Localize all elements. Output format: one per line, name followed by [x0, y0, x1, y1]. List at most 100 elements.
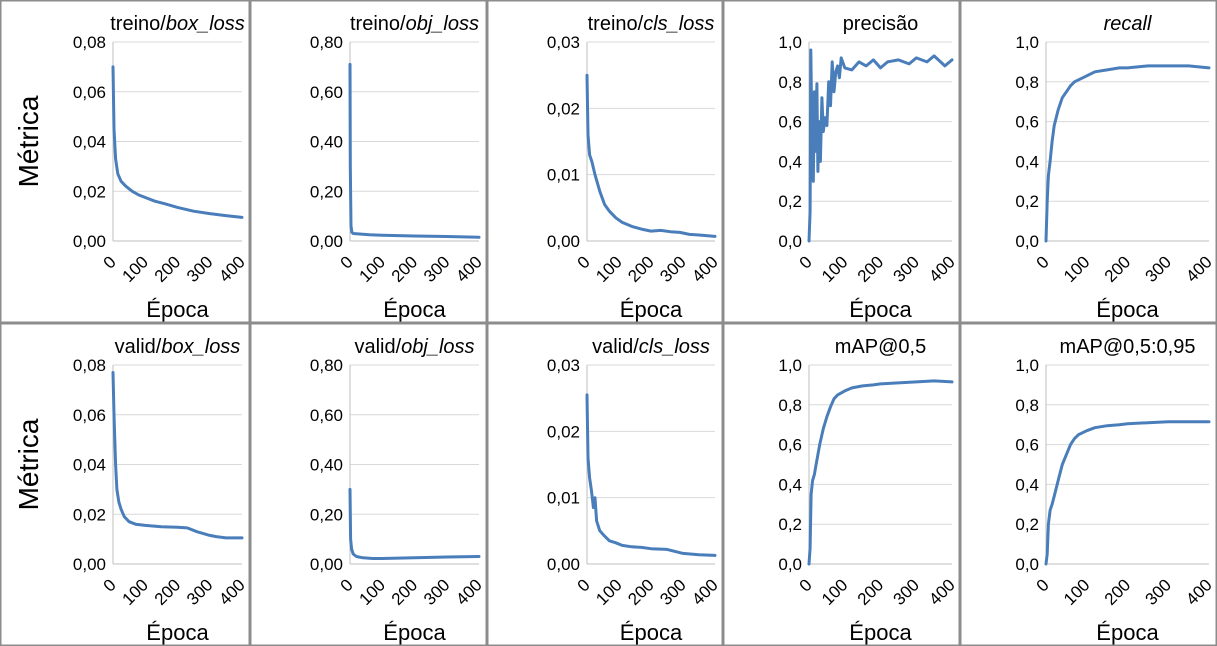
panel-border [0, 0, 250, 323]
x-axis-label: Época [146, 620, 209, 645]
chart-title: precisão [843, 13, 919, 35]
chart-title: treino/cls_loss [588, 13, 715, 35]
x-tick-label: 400 [688, 575, 721, 608]
x-tick-label: 400 [215, 575, 248, 608]
x-tick-label: 300 [1142, 575, 1175, 608]
chart-title: valid/box_loss [115, 336, 241, 358]
y-tick-label: 1,0 [778, 356, 802, 375]
panel-border [250, 323, 487, 646]
y-tick-label: 0,2 [778, 192, 802, 211]
x-tick-label: 100 [1060, 252, 1093, 285]
x-axis-label: Época [620, 620, 683, 645]
y-tick-label: 0,6 [1015, 436, 1039, 455]
x-tick-label: 200 [854, 575, 887, 608]
chart-title: treino/obj_loss [350, 13, 479, 35]
y-tick-label: 0,08 [73, 356, 106, 375]
chart-title: valid/cls_loss [592, 336, 710, 358]
y-tick-label: 0,00 [310, 232, 343, 251]
x-tick-label: 400 [925, 252, 958, 285]
x-axis-label: Época [1096, 620, 1159, 645]
y-tick-label: 0,02 [73, 182, 106, 201]
x-tick-label: 200 [624, 252, 657, 285]
y-tick-label: 1,0 [1015, 33, 1039, 52]
y-tick-label: 0,60 [310, 406, 343, 425]
y-tick-label: 0,04 [73, 133, 106, 152]
y-tick-label: 0,01 [547, 166, 580, 185]
x-tick-label: 100 [119, 575, 152, 608]
chart-panel-4: 0,0 0,2 0,4 0,6 0,8 1,0 0 100 200 300 400 Época reca… [1015, 13, 1215, 322]
y-tick-label: 0,2 [1015, 515, 1039, 534]
x-tick-label: 300 [656, 575, 689, 608]
x-axis-label: Época [1096, 297, 1159, 322]
y-tick-label: 0,8 [778, 396, 802, 415]
chart-title: mAP@0,5 [835, 336, 926, 358]
x-tick-label: 0 [796, 575, 816, 595]
series-line [111, 371, 244, 540]
y-tick-label: 0,20 [310, 182, 343, 201]
y-tick-label: 0,04 [73, 456, 106, 475]
chart-panel-8: 0,0 0,2 0,4 0,6 0,8 1,0 0 100 200 300 400 Época mAP@… [778, 336, 958, 645]
x-tick-label: 0 [100, 575, 120, 595]
y-tick-label: 0,00 [547, 232, 580, 251]
chart-panel-3: 0,0 0,2 0,4 0,6 0,8 1,0 0 100 200 300 400 Época prec… [778, 13, 958, 322]
series-line [585, 393, 717, 557]
y-tick-label: 1,0 [778, 33, 802, 52]
y-tick-label: 0,02 [547, 422, 580, 441]
y-tick-label: 0,8 [1015, 396, 1039, 415]
series-line [585, 73, 717, 238]
x-tick-label: 0 [574, 252, 594, 272]
y-tick-label: 0,4 [778, 152, 802, 171]
y-tick-label: 0,00 [310, 555, 343, 574]
panel-border [723, 323, 960, 646]
x-tick-label: 200 [854, 252, 887, 285]
x-tick-label: 100 [818, 252, 851, 285]
panel-border [960, 0, 1217, 323]
panel-border [960, 323, 1217, 646]
panel-border [487, 323, 723, 646]
x-tick-label: 300 [890, 575, 923, 608]
series-line [111, 65, 244, 219]
x-tick-label: 400 [452, 252, 485, 285]
y-tick-label: 0,8 [778, 73, 802, 92]
x-tick-label: 400 [1182, 575, 1215, 608]
panel-border [487, 0, 723, 323]
x-tick-label: 100 [592, 252, 625, 285]
series-line [348, 487, 481, 560]
series-line [807, 379, 954, 566]
x-axis-label: Época [620, 297, 683, 322]
x-tick-label: 400 [215, 252, 248, 285]
y-tick-label: 0,6 [778, 436, 802, 455]
y-tick-label: 0,60 [310, 83, 343, 102]
y-tick-label: 0,40 [310, 133, 343, 152]
x-tick-label: 0 [337, 252, 357, 272]
y-tick-label: 0,00 [547, 555, 580, 574]
x-tick-label: 400 [688, 252, 721, 285]
chart-title: mAP@0,5:0,95 [1060, 336, 1196, 358]
chart-title: valid/obj_loss [354, 336, 474, 358]
y-axis-label: Métrica [13, 418, 44, 510]
x-axis-label: Época [849, 620, 912, 645]
x-tick-label: 100 [592, 575, 625, 608]
y-tick-label: 0,06 [73, 83, 106, 102]
y-tick-label: 0,06 [73, 406, 106, 425]
y-tick-label: 0,20 [310, 505, 343, 524]
x-tick-label: 400 [925, 575, 958, 608]
y-tick-label: 1,0 [1015, 356, 1039, 375]
y-tick-label: 0,0 [778, 232, 802, 251]
x-tick-label: 0 [1033, 575, 1053, 595]
y-tick-label: 0,6 [778, 113, 802, 132]
x-axis-label: Época [383, 620, 446, 645]
x-tick-label: 100 [1060, 575, 1093, 608]
y-tick-label: 0,80 [310, 33, 343, 52]
y-tick-label: 0,00 [73, 232, 106, 251]
y-tick-label: 0,0 [1015, 232, 1039, 251]
y-tick-label: 0,4 [778, 475, 802, 494]
x-tick-label: 300 [656, 252, 689, 285]
y-tick-label: 0,01 [547, 489, 580, 508]
y-tick-label: 0,2 [778, 515, 802, 534]
y-tick-label: 0,4 [1015, 152, 1039, 171]
y-tick-label: 0,03 [547, 356, 580, 375]
